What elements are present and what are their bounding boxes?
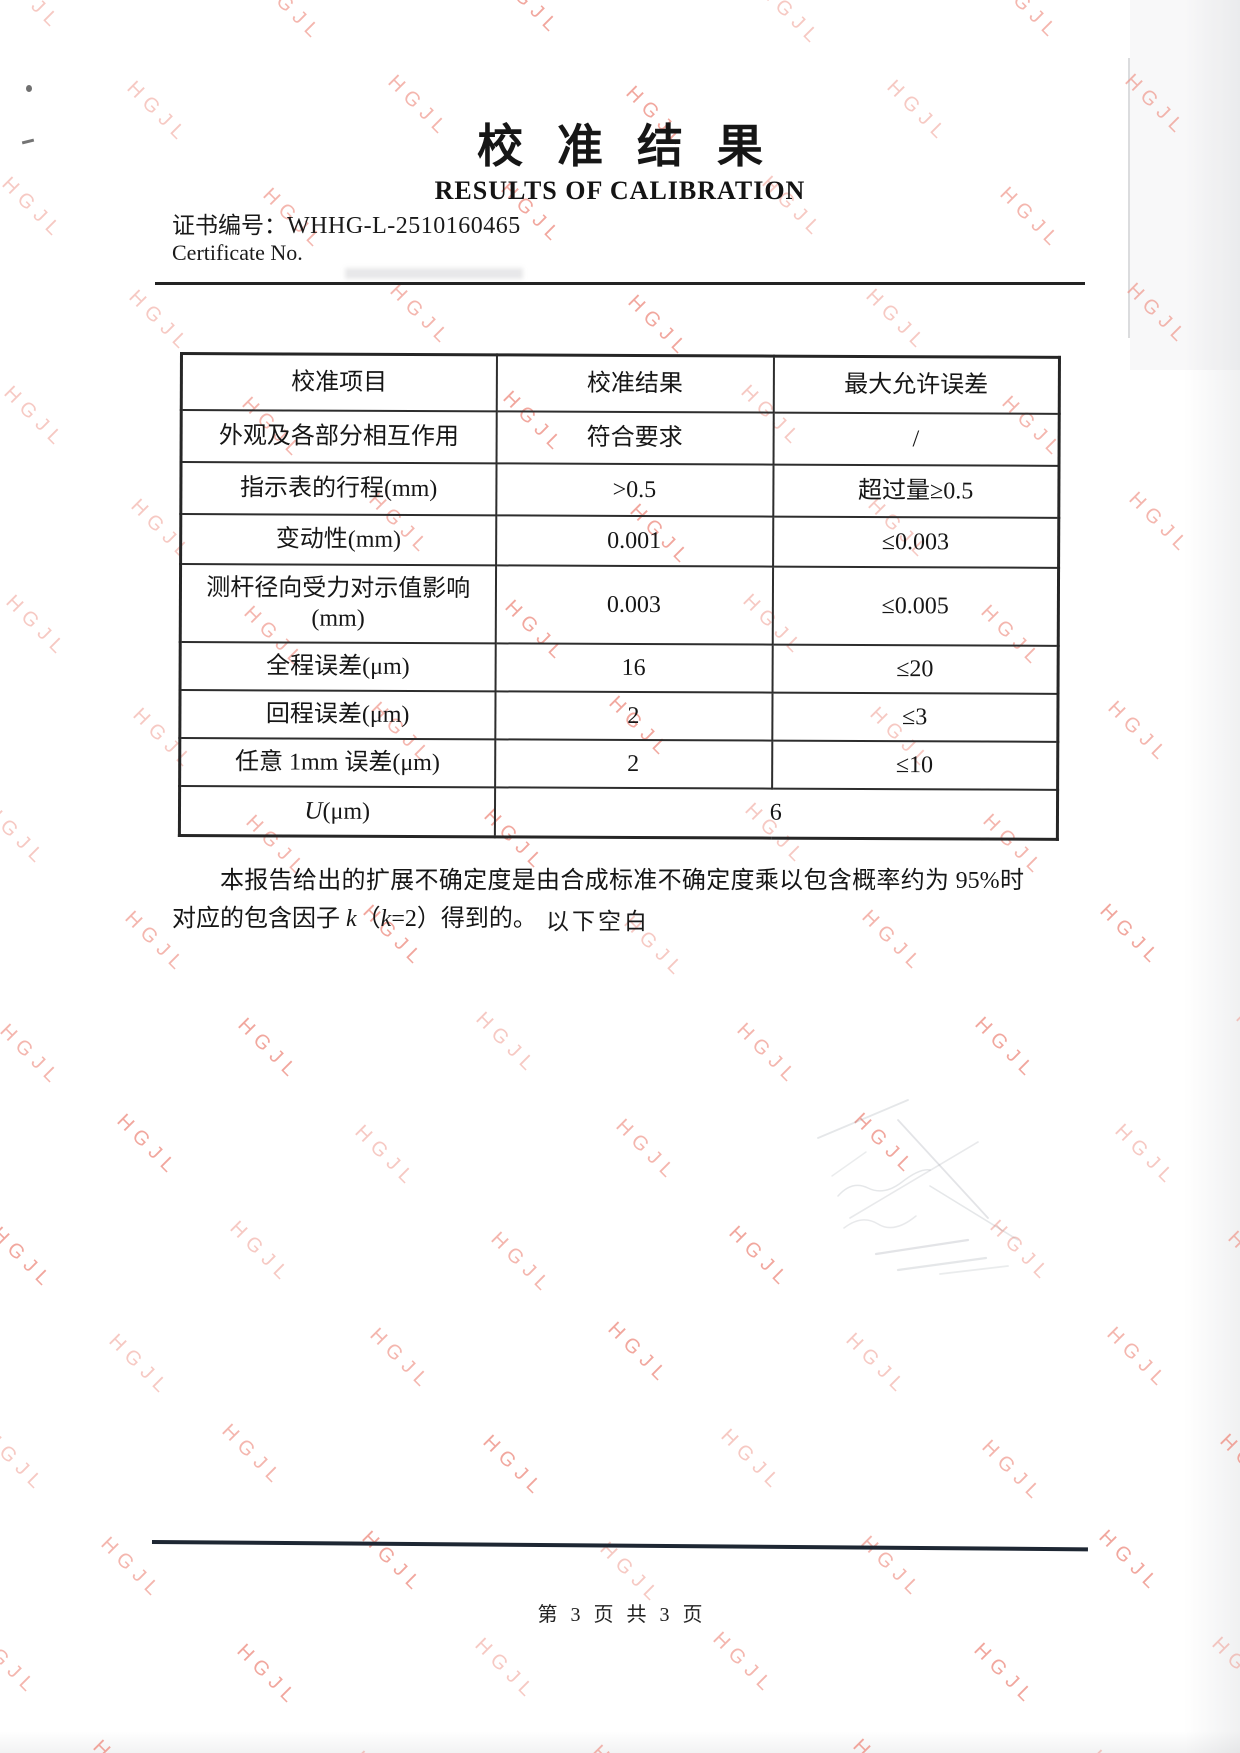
certificate-number-label: 证书编号： — [172, 213, 287, 238]
calibration-item-cell: 任意 1mm 误差(μm) — [179, 737, 495, 787]
uncertainty-row: U(μm) 6 — [179, 785, 1058, 840]
scan-wash — [1130, 0, 1240, 370]
footer-rule — [151, 1540, 1088, 1552]
scan-seam-line — [1128, 58, 1130, 338]
calibration-result-cell: 2 — [494, 738, 772, 789]
max-permissible-error-cell: ≤20 — [772, 644, 1059, 694]
page-title: 校准结果 — [477, 121, 797, 172]
coverage-factor-symbol: k — [380, 906, 392, 932]
calibration-result-cell: 16 — [495, 642, 773, 693]
table-row: 外观及各部分相互作用 符合要求 / — [181, 409, 1060, 466]
ink-speck-dot — [26, 85, 32, 92]
calibration-item-cell: 全程误差(μm) — [180, 641, 496, 691]
max-permissible-error-cell: ≤0.003 — [772, 516, 1059, 568]
table-row: 任意 1mm 误差(μm) 2 ≤10 — [179, 737, 1058, 790]
calibration-result-cell: >0.5 — [495, 462, 774, 517]
certificate-number-line: 证书编号：WHHG-L-2510160465 — [172, 206, 521, 240]
column-header-2: 最大允许误差 — [773, 356, 1060, 414]
calibration-item-cell: 测杆径向受力对示值影响 (mm) — [180, 563, 496, 643]
table-row: 变动性(mm) 0.001 ≤0.003 — [180, 513, 1059, 568]
calibration-result-cell: 0.001 — [495, 514, 773, 567]
note-text: 本报告给出的扩展不确定度是由合成标准不确定度乘以包含概率约为 95%时对应的包含… — [172, 868, 1024, 932]
uncertainty-symbol: U — [304, 797, 323, 825]
table-row: 测杆径向受力对示值影响 (mm) 0.003 ≤0.005 — [180, 563, 1059, 646]
max-permissible-error-cell: ≤0.005 — [772, 566, 1059, 646]
calibration-result-cell: 符合要求 — [496, 410, 774, 465]
faint-stamp-marks — [817, 1099, 1019, 1275]
calibration-item-cell: 指示表的行程(mm) — [180, 461, 497, 515]
calibration-result-cell: 0.003 — [495, 564, 773, 645]
coverage-factor-symbol: k — [346, 906, 357, 932]
calibration-item-cell: 变动性(mm) — [180, 513, 496, 565]
blank-below-note: 以下空白 — [546, 909, 650, 934]
calibration-table: 校准项目 校准结果 最大允许误差 外观及各部分相互作用 符合要求 / 指示表的行程(mm) >… — [177, 352, 1061, 841]
header-rule — [155, 282, 1085, 285]
max-permissible-error-cell: / — [773, 412, 1060, 466]
column-header-1: 校准结果 — [496, 354, 774, 413]
page-number: 第 3 页 共 3 页 — [537, 1604, 703, 1626]
table-row: 指示表的行程(mm) >0.5 超过量≥0.5 — [180, 461, 1060, 518]
calibration-result-cell: 2 — [494, 690, 773, 741]
table-row: 回程误差(μm) 2 ≤3 — [179, 689, 1059, 742]
scan-smudge — [345, 268, 523, 279]
table-header-row: 校准项目 校准结果 最大允许误差 — [181, 353, 1060, 414]
page-subtitle: RESULTS OF CALIBRATION — [434, 176, 806, 205]
note-text: （ — [356, 906, 381, 932]
max-permissible-error-cell: ≤10 — [771, 740, 1058, 790]
calibration-table-wrap: 校准项目 校准结果 最大允许误差 外观及各部分相互作用 符合要求 / 指示表的行程(mm) >… — [177, 352, 1061, 841]
scan-edge-bottom — [0, 1731, 1240, 1753]
uncertainty-label-cell: U(μm) — [179, 785, 495, 837]
certificate-number-value: WHHG-L-2510160465 — [287, 213, 521, 239]
column-header-0: 校准项目 — [181, 353, 497, 411]
calibration-item-cell: 回程误差(μm) — [179, 689, 496, 739]
note-text: =2）得到的。 — [391, 906, 537, 932]
certificate-number-label-en: Certificate No. — [172, 240, 303, 265]
scan-edge-right — [1184, 0, 1240, 1753]
max-permissible-error-cell: 超过量≥0.5 — [772, 464, 1060, 518]
table-row: 全程误差(μm) 16 ≤20 — [180, 641, 1059, 694]
uncertainty-note: 本报告给出的扩展不确定度是由合成标准不确定度乘以包含概率约为 95%时对应的包含… — [172, 862, 1024, 938]
calibration-item-cell: 外观及各部分相互作用 — [181, 409, 497, 463]
max-permissible-error-cell: ≤3 — [771, 692, 1059, 742]
uncertainty-value-cell: 6 — [494, 786, 1058, 840]
